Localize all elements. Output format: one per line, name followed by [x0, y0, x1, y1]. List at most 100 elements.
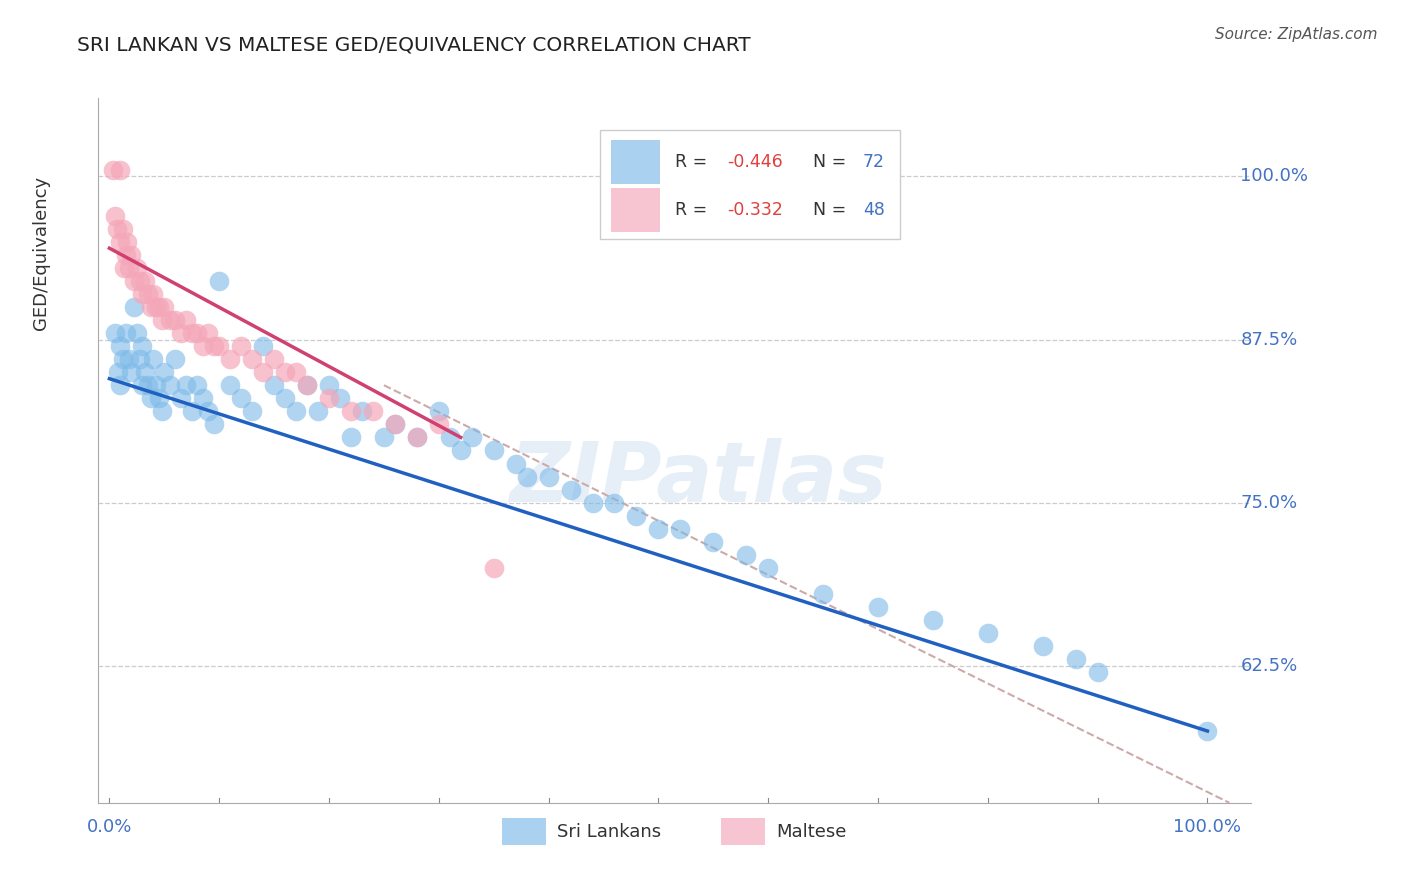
Text: N =: N =	[813, 202, 852, 219]
Point	[274, 365, 297, 379]
Point	[122, 274, 145, 288]
Point	[125, 260, 148, 275]
Point	[129, 274, 152, 288]
Bar	[612, 140, 659, 184]
Point	[252, 339, 274, 353]
Point	[208, 274, 231, 288]
Point	[153, 300, 176, 314]
Point	[318, 378, 340, 392]
Point	[110, 378, 132, 392]
Point	[191, 391, 214, 405]
Bar	[721, 818, 765, 845]
Point	[516, 469, 538, 483]
Point	[231, 391, 253, 405]
Point	[118, 260, 141, 275]
Point	[148, 300, 170, 314]
Point	[105, 221, 128, 235]
Point	[340, 430, 363, 444]
Point	[350, 404, 373, 418]
Point	[263, 378, 285, 392]
Point	[647, 522, 669, 536]
Point	[118, 352, 141, 367]
Point	[274, 391, 297, 405]
Point	[145, 378, 167, 392]
Text: 62.5%: 62.5%	[1240, 657, 1298, 674]
Point	[626, 508, 648, 523]
Point	[197, 326, 219, 340]
Point	[150, 313, 173, 327]
Point	[122, 300, 145, 314]
Point	[159, 313, 181, 327]
Point	[384, 417, 406, 432]
Point	[139, 300, 162, 314]
Point	[153, 365, 176, 379]
Point	[134, 274, 156, 288]
Text: R =: R =	[675, 202, 713, 219]
Point	[307, 404, 329, 418]
Point	[977, 626, 1000, 640]
Point	[186, 378, 208, 392]
Point	[139, 391, 162, 405]
Point	[219, 378, 242, 392]
Point	[136, 286, 159, 301]
Point	[202, 339, 225, 353]
Point	[263, 352, 285, 367]
Point	[197, 404, 219, 418]
Text: 100.0%: 100.0%	[1174, 819, 1241, 837]
Point	[170, 391, 193, 405]
Point	[581, 496, 603, 510]
Text: Source: ZipAtlas.com: Source: ZipAtlas.com	[1215, 27, 1378, 42]
Point	[482, 443, 505, 458]
Point	[252, 365, 274, 379]
Point	[922, 613, 945, 627]
Text: 72: 72	[863, 153, 884, 171]
Point	[669, 522, 692, 536]
Point	[120, 365, 142, 379]
Text: R =: R =	[675, 153, 713, 171]
Point	[811, 587, 834, 601]
Point	[112, 260, 135, 275]
Point	[174, 378, 197, 392]
Point	[240, 352, 263, 367]
Point	[111, 352, 134, 367]
Point	[439, 430, 461, 444]
Point	[180, 404, 202, 418]
Point	[202, 417, 225, 432]
Point	[191, 339, 214, 353]
Point	[450, 443, 472, 458]
Text: N =: N =	[813, 153, 852, 171]
Text: GED/Equivalency: GED/Equivalency	[32, 176, 49, 330]
Point	[427, 417, 450, 432]
Point	[101, 162, 124, 177]
Point	[329, 391, 352, 405]
Point	[1032, 639, 1054, 653]
Point	[136, 378, 159, 392]
Point	[219, 352, 242, 367]
Point	[482, 561, 505, 575]
Text: 0.0%: 0.0%	[87, 819, 132, 837]
Text: 48: 48	[863, 202, 884, 219]
Point	[405, 430, 427, 444]
Point	[115, 326, 138, 340]
Text: SRI LANKAN VS MALTESE GED/EQUIVALENCY CORRELATION CHART: SRI LANKAN VS MALTESE GED/EQUIVALENCY CO…	[77, 36, 751, 54]
Point	[125, 326, 148, 340]
Point	[150, 404, 173, 418]
Point	[735, 548, 758, 562]
Point	[866, 600, 889, 615]
Point	[134, 365, 156, 379]
Point	[208, 339, 231, 353]
Text: 75.0%: 75.0%	[1240, 493, 1298, 512]
Point	[318, 391, 340, 405]
Point	[231, 339, 253, 353]
Point	[285, 365, 308, 379]
Point	[142, 286, 165, 301]
Point	[405, 430, 427, 444]
Point	[115, 248, 138, 262]
Text: -0.332: -0.332	[727, 202, 783, 219]
Point	[340, 404, 363, 418]
Point	[180, 326, 202, 340]
Point	[560, 483, 582, 497]
Point	[142, 352, 165, 367]
Point	[1087, 665, 1109, 680]
Point	[120, 248, 142, 262]
